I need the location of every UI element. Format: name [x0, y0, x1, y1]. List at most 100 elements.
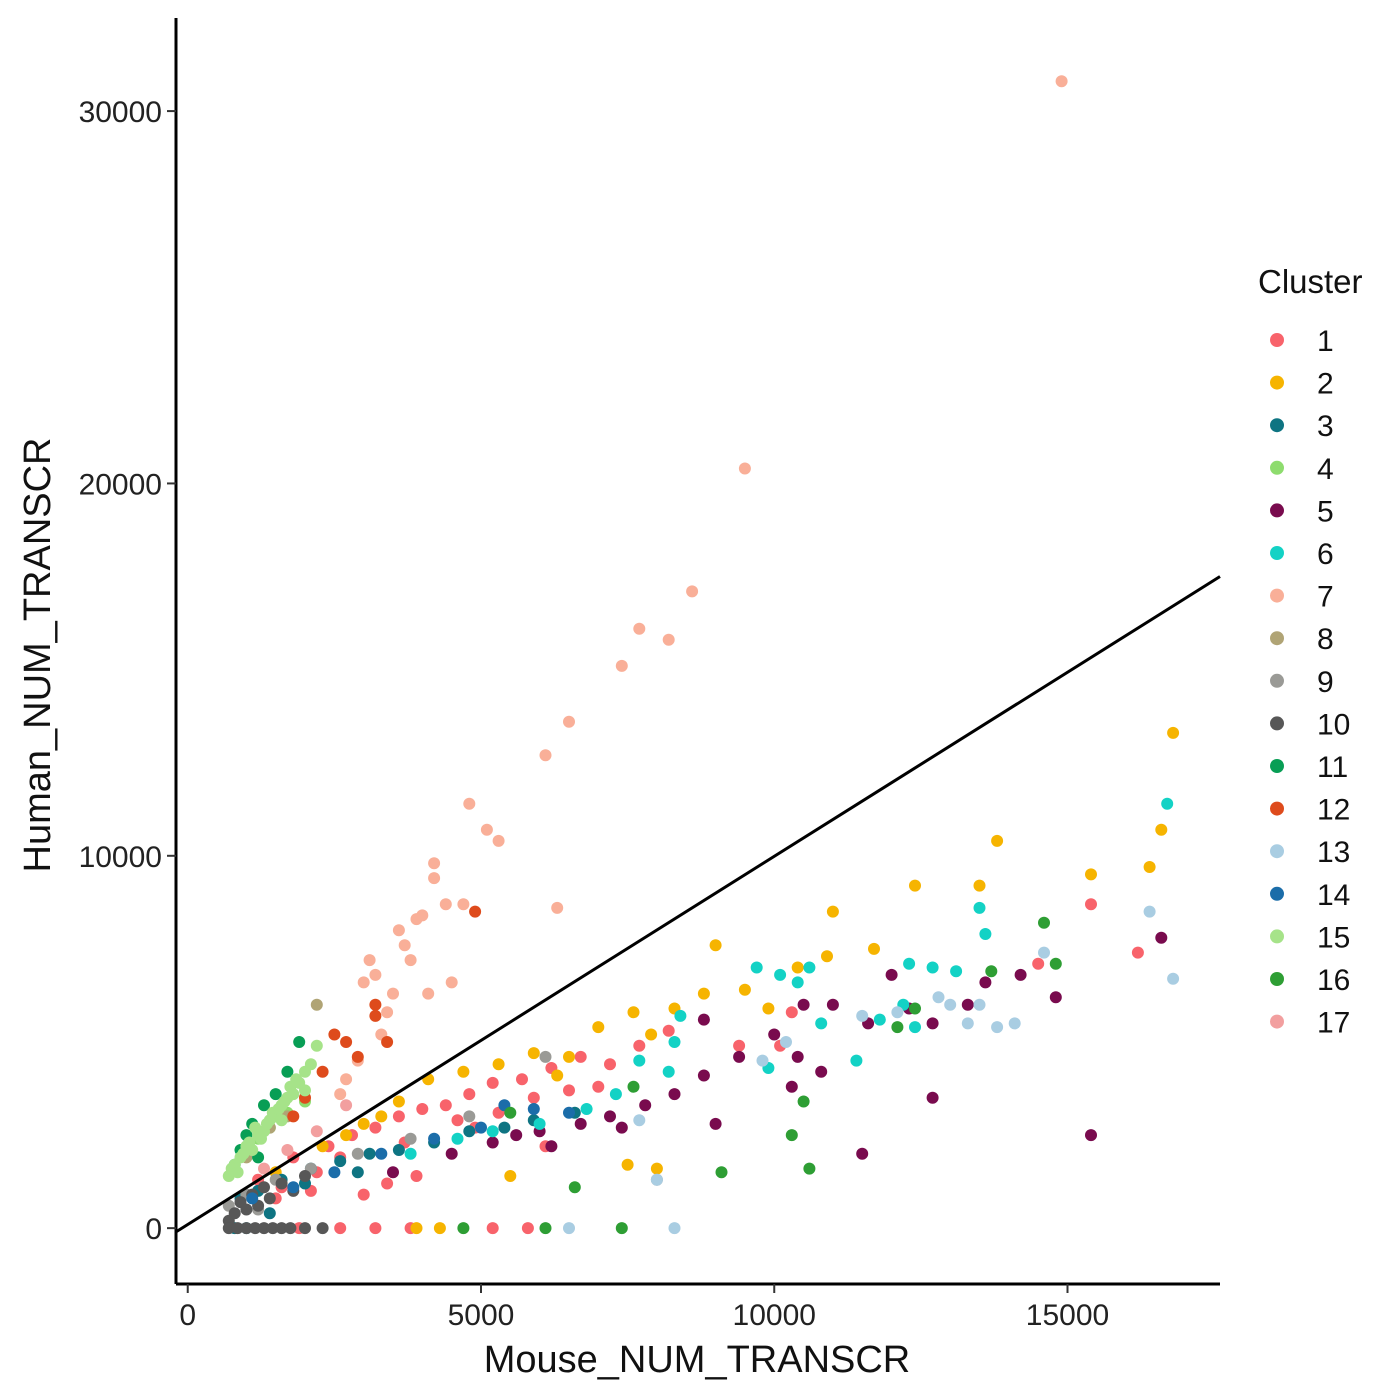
data-point — [1049, 957, 1062, 970]
data-point — [1143, 861, 1156, 873]
data-point — [545, 1140, 558, 1153]
data-point — [457, 1222, 470, 1235]
data-point — [375, 1147, 388, 1160]
data-point — [709, 939, 722, 952]
y-axis-ticks: 0 10000 20000 30000 — [79, 96, 176, 1246]
legend-label: 14 — [1317, 879, 1350, 912]
data-point — [756, 1054, 769, 1067]
data-point — [351, 1147, 364, 1160]
data-point — [944, 998, 957, 1011]
data-point — [263, 1192, 276, 1205]
data-point — [433, 1222, 446, 1235]
data-point — [404, 1132, 417, 1145]
data-point — [797, 998, 810, 1011]
data-point — [627, 1080, 640, 1093]
data-point — [574, 1117, 587, 1130]
legend-swatch — [1270, 546, 1284, 560]
x-tick-label: 10000 — [733, 1299, 816, 1332]
x-tick-label: 5000 — [448, 1299, 515, 1332]
data-point — [516, 1073, 528, 1086]
data-point — [363, 1147, 376, 1160]
data-point — [290, 1073, 303, 1086]
legend-label: 17 — [1317, 1007, 1350, 1040]
legend-item: 1 — [1270, 325, 1334, 358]
data-point — [1167, 726, 1180, 739]
legend-item: 14 — [1270, 879, 1350, 912]
data-point — [674, 1009, 687, 1022]
data-point — [422, 987, 435, 1000]
data-point — [486, 1222, 499, 1235]
x-tick-label: 0 — [179, 1299, 196, 1332]
legend-swatch — [1270, 759, 1284, 773]
data-point — [733, 1039, 746, 1052]
legend-label: 9 — [1317, 666, 1334, 699]
data-point — [258, 1099, 270, 1112]
data-point — [275, 1222, 288, 1235]
data-point — [1085, 898, 1097, 911]
data-point — [826, 998, 839, 1011]
data-point — [299, 1084, 311, 1097]
data-point — [287, 1110, 300, 1123]
data-point — [785, 1129, 798, 1142]
data-point — [275, 1114, 288, 1127]
data-point — [662, 1024, 675, 1037]
legend-swatch — [1270, 503, 1284, 518]
data-point — [246, 1192, 259, 1205]
data-point — [1167, 972, 1180, 985]
data-point — [404, 954, 417, 967]
data-point — [574, 1050, 587, 1063]
data-point — [357, 1188, 370, 1201]
data-point — [668, 1222, 681, 1235]
legend-item: 2 — [1270, 368, 1334, 401]
data-point — [961, 998, 974, 1011]
data-point — [627, 1006, 640, 1019]
data-point — [1032, 957, 1045, 970]
data-point — [1085, 1129, 1097, 1142]
data-point — [662, 1065, 675, 1078]
data-point — [486, 1125, 499, 1138]
legend-item: 11 — [1270, 751, 1348, 784]
legend-swatch — [1270, 886, 1284, 901]
data-point — [398, 939, 411, 952]
data-point — [381, 1006, 394, 1019]
data-point — [357, 1117, 370, 1130]
data-point — [428, 1132, 441, 1145]
data-point — [539, 1050, 552, 1063]
data-point — [639, 1099, 652, 1112]
data-point — [486, 1136, 499, 1149]
data-point — [797, 1095, 810, 1108]
data-point — [357, 976, 370, 989]
legend-label: 5 — [1317, 495, 1334, 528]
data-point — [1038, 946, 1050, 959]
data-point — [249, 1121, 262, 1134]
data-point — [334, 1155, 347, 1168]
legend-item: 3 — [1270, 410, 1334, 443]
legend-swatch — [1270, 673, 1284, 688]
legend-swatch — [1270, 1014, 1284, 1029]
data-point — [334, 1222, 347, 1235]
data-point — [738, 462, 751, 475]
data-point — [498, 1121, 511, 1134]
data-point — [1161, 797, 1174, 810]
data-point — [527, 1091, 540, 1104]
data-point — [392, 924, 405, 937]
legend-label: 8 — [1317, 623, 1334, 656]
data-point — [416, 1103, 429, 1115]
legend-label: 10 — [1317, 708, 1350, 741]
data-point — [633, 1039, 646, 1052]
data-point — [328, 1166, 341, 1179]
data-point — [815, 1017, 828, 1030]
data-point — [551, 901, 564, 914]
data-point — [457, 898, 470, 911]
legend-swatch — [1270, 375, 1284, 390]
data-point — [310, 1125, 323, 1138]
data-point — [340, 1036, 353, 1048]
data-point — [973, 998, 986, 1011]
data-point — [791, 976, 804, 989]
legend-item: 12 — [1270, 794, 1350, 827]
y-tick-label: 10000 — [79, 841, 162, 874]
data-point — [278, 1095, 291, 1108]
data-point — [873, 1013, 886, 1026]
data-point — [1049, 991, 1062, 1004]
data-point — [650, 1162, 663, 1175]
